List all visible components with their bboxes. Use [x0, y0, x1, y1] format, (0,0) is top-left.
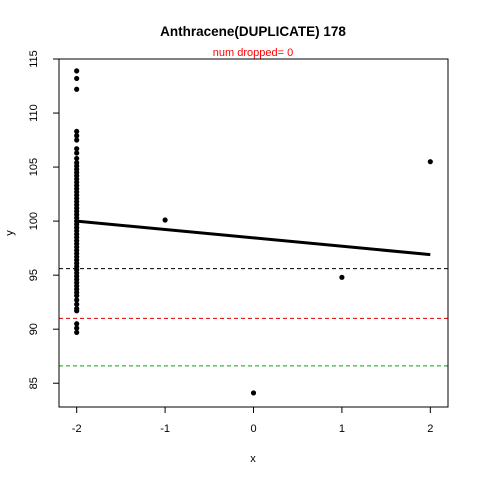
y-axis-label: y	[4, 230, 16, 236]
data-point	[74, 133, 80, 139]
data-point	[74, 301, 80, 307]
data-point	[427, 159, 433, 165]
data-point	[74, 329, 80, 336]
data-points	[74, 68, 433, 396]
data-point	[74, 146, 80, 152]
data-point	[74, 68, 80, 74]
data-point	[162, 217, 168, 223]
chart-title: Anthracene(DUPLICATE) 178	[160, 24, 346, 39]
x-tick-label: 0	[250, 423, 256, 435]
data-point	[74, 137, 80, 143]
x-axis: -2 -1 0 1 2	[72, 406, 433, 435]
y-tick-label: 110	[28, 104, 40, 122]
data-point	[339, 274, 345, 280]
plot-frame	[58, 58, 449, 408]
y-tick-label: 95	[28, 269, 40, 281]
data-point	[74, 293, 80, 299]
data-point	[74, 297, 80, 303]
x-tick-label: -2	[72, 423, 82, 435]
data-point	[74, 308, 80, 314]
data-point	[74, 128, 80, 135]
x-tick-label: 1	[339, 423, 345, 435]
data-point	[74, 321, 80, 327]
y-axis: 85 90 95 100 105 110 115	[28, 50, 60, 389]
data-point	[250, 390, 257, 396]
data-point	[74, 86, 80, 92]
data-point	[74, 155, 80, 162]
data-point	[74, 75, 80, 82]
y-tick-label: 100	[28, 212, 40, 230]
x-tick-label: -1	[160, 423, 170, 435]
chart-subtitle: num dropped= 0	[213, 47, 293, 59]
reference-lines	[59, 268, 448, 367]
y-tick-label: 115	[28, 50, 40, 68]
regression-line-group	[76, 219, 431, 257]
regression-line	[76, 219, 431, 257]
y-tick-label: 90	[28, 323, 40, 335]
x-tick-label: 2	[427, 423, 433, 435]
y-tick-label: 85	[28, 377, 40, 389]
y-tick-label: 105	[28, 158, 40, 176]
x-axis-label: x	[250, 453, 256, 465]
data-point	[74, 150, 80, 156]
data-point	[74, 325, 80, 331]
